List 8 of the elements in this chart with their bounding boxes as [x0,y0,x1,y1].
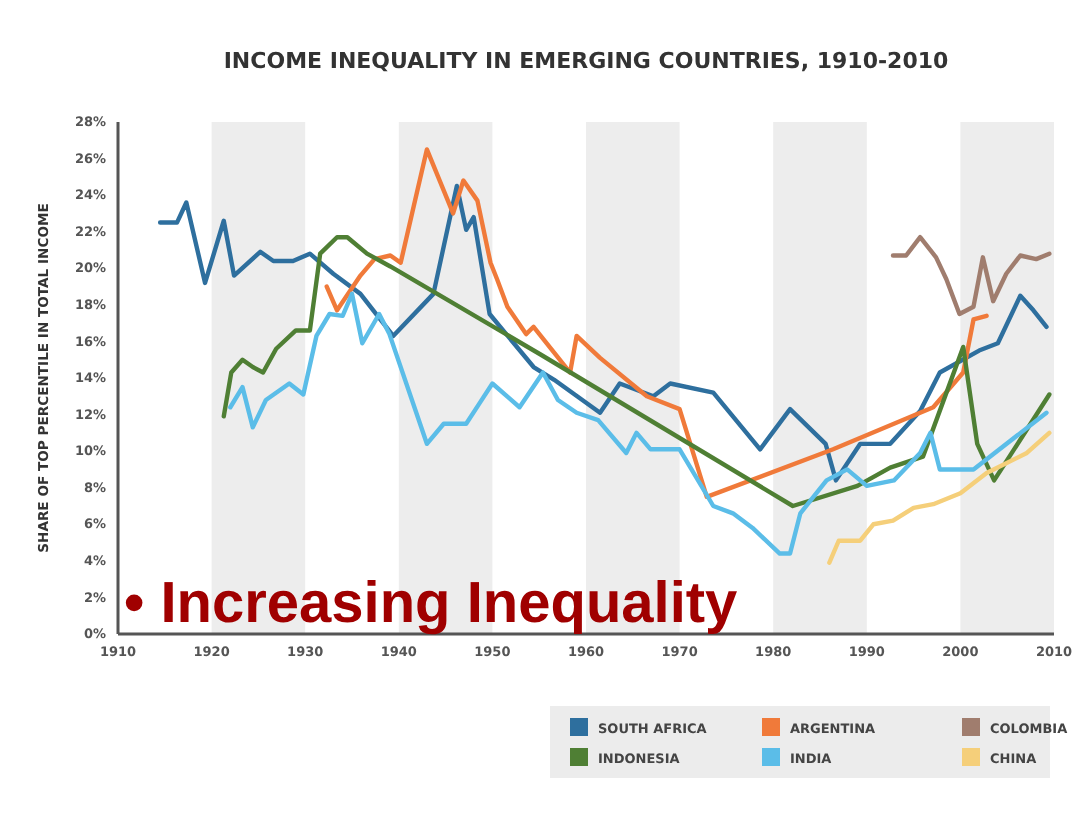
annotation: • Increasing Inequality [124,572,738,636]
chart-title: INCOME INEQUALITY IN EMERGING COUNTRIES, 1910-2010 [223,48,949,74]
line-series [221,235,1052,509]
line-series [827,430,1052,565]
line-series [157,183,1049,483]
line-series [324,147,989,500]
line-series [228,291,1049,556]
line-series [890,235,1052,317]
